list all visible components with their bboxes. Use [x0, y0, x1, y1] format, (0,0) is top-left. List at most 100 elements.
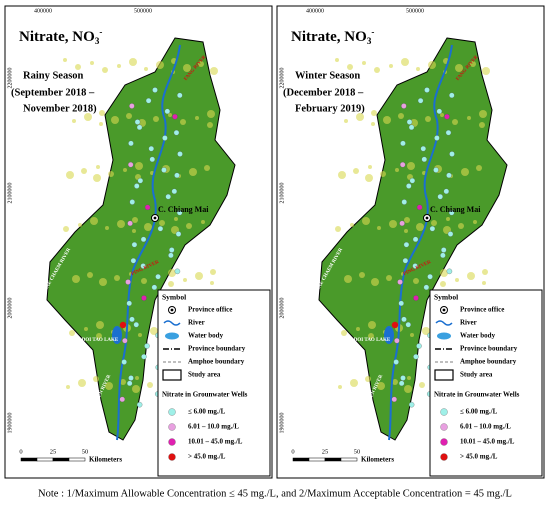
terrain-speckle: [105, 226, 109, 230]
well: [445, 129, 452, 136]
well: [128, 140, 134, 147]
scale-segment: [20, 457, 38, 462]
legend-label: Water body: [460, 332, 496, 340]
legend-symbol: [168, 438, 176, 446]
well: [134, 119, 141, 125]
legend-symbol: [168, 423, 176, 431]
scale-label: 0: [19, 448, 22, 455]
well: [144, 204, 151, 211]
well: [421, 156, 428, 163]
well: [136, 124, 143, 131]
well: [148, 145, 155, 152]
legend-symbol: [440, 453, 448, 461]
terrain-speckle: [404, 229, 408, 233]
terrain-speckle: [350, 379, 358, 387]
well: [397, 279, 403, 285]
terrain-speckle: [365, 376, 371, 382]
place-label: C. Chiang Mai: [430, 205, 481, 214]
terrain-speckle: [207, 110, 215, 118]
terrain-speckle: [99, 122, 103, 126]
terrain-speckle: [386, 275, 392, 281]
terrain-speckle: [72, 119, 76, 123]
terrain-speckle: [186, 223, 192, 229]
well: [140, 263, 146, 269]
well: [416, 204, 423, 211]
terrain-speckle: [132, 229, 136, 233]
place-label: DOI TAO LAKE: [82, 338, 119, 343]
terrain-speckle: [96, 333, 102, 339]
terrain-speckle: [482, 67, 490, 75]
legend-label: Province boundary: [188, 345, 246, 353]
terrain-speckle: [66, 385, 70, 389]
well: [122, 337, 128, 344]
terrain-speckle: [210, 269, 216, 275]
terrain-speckle: [389, 220, 397, 228]
terrain-speckle: [389, 64, 393, 68]
terrain-speckle: [356, 113, 364, 121]
well: [399, 161, 406, 168]
well: [447, 231, 454, 237]
legend-label: ≤ 6.00 mg./L: [188, 408, 226, 416]
scale-segment: [340, 457, 358, 462]
well: [401, 199, 408, 205]
y-coordinate: 1900000: [7, 413, 13, 434]
scale-label: 25: [50, 448, 57, 455]
terrain-speckle: [141, 278, 147, 284]
terrain-speckle: [479, 122, 485, 128]
terrain-speckle: [93, 376, 99, 382]
terrain-speckle: [132, 385, 140, 393]
terrain-speckle: [96, 321, 104, 329]
scale-segment: [36, 457, 54, 462]
well: [176, 209, 183, 216]
legend-label: > 45.0 mg./L: [188, 453, 226, 461]
well: [174, 172, 180, 179]
well: [429, 225, 436, 232]
terrain-speckle: [180, 119, 186, 125]
season-label: Winter Season: [295, 70, 360, 81]
legend-label: Amphoe boundary: [188, 358, 245, 366]
y-coordinate: 2100000: [279, 183, 285, 204]
terrain-speckle: [135, 376, 139, 380]
well: [128, 375, 134, 381]
legend-symbol: [437, 332, 451, 340]
terrain-speckle: [350, 223, 354, 227]
terrain-speckle: [99, 110, 105, 116]
scale-label: 50: [82, 448, 89, 455]
title-superscript: -: [99, 27, 102, 37]
terrain-speckle: [132, 217, 138, 223]
terrain-speckle: [440, 281, 446, 287]
map-title: Nitrate, NO3-: [291, 27, 374, 46]
terrain-speckle: [407, 376, 411, 380]
terrain-speckle: [90, 61, 94, 65]
terrain-speckle: [207, 122, 213, 128]
scale-segment: [308, 457, 326, 462]
well: [140, 236, 147, 243]
terrain-speckle: [174, 217, 178, 221]
legend-label: 10.01 – 45.0 mg./L: [460, 438, 515, 446]
period-label: February 2019): [295, 103, 365, 114]
well: [172, 113, 178, 120]
terrain-speckle: [78, 379, 86, 387]
legend-label: Water body: [188, 332, 224, 340]
well: [152, 87, 158, 93]
legend-symbol: [165, 332, 179, 340]
terrain-speckle: [428, 61, 436, 69]
well: [134, 183, 140, 189]
terrain-speckle: [362, 217, 370, 225]
terrain-speckle: [401, 58, 409, 66]
terrain-speckle: [344, 275, 352, 283]
terrain-speckle: [105, 382, 113, 390]
terrain-speckle: [204, 165, 210, 171]
well: [446, 172, 452, 179]
terrain-speckle: [96, 165, 100, 169]
terrain-speckle: [84, 327, 88, 331]
terrain-speckle: [371, 110, 377, 116]
terrain-speckle: [114, 275, 120, 281]
well: [129, 103, 135, 109]
well: [149, 156, 156, 163]
terrain-speckle: [126, 113, 132, 119]
terrain-speckle: [407, 162, 415, 170]
title-subscript: 3: [367, 36, 372, 46]
x-coordinate: 500000: [406, 8, 424, 14]
